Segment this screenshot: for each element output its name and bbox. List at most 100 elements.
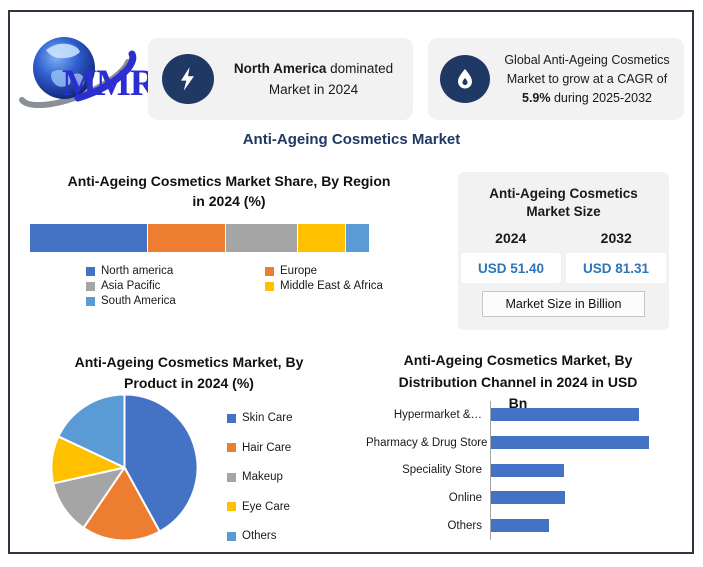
bar-track bbox=[490, 519, 688, 533]
legend-swatch-icon bbox=[265, 266, 274, 276]
bar-others bbox=[491, 519, 550, 533]
legend-item-south-america: South America bbox=[86, 294, 265, 308]
bar-track bbox=[490, 436, 688, 450]
legend-label: South America bbox=[101, 295, 176, 307]
distribution-title-line2: Distribution Channel in 2024 in USD bbox=[398, 373, 638, 390]
bar-online bbox=[491, 491, 566, 505]
region-stacked-bar bbox=[30, 224, 369, 252]
cagr-card-text: Global Anti-Ageing Cosmetics Market to g… bbox=[490, 51, 684, 108]
legend-label: Middle East & Africa bbox=[280, 280, 383, 292]
bar-speciality-store bbox=[491, 463, 565, 477]
legend-swatch-icon bbox=[86, 281, 95, 291]
legend-item-skin-care: Skin Care bbox=[227, 411, 293, 425]
product-title-line1: Anti-Ageing Cosmetics Market, By bbox=[74, 354, 304, 370]
legend-item-eye-care: Eye Care bbox=[227, 500, 293, 514]
legend-item-makeup: Makeup bbox=[227, 470, 293, 484]
legend-item-hair-care: Hair Care bbox=[227, 441, 293, 455]
bar-category-label: Online bbox=[448, 491, 482, 504]
legend-label: North america bbox=[101, 265, 174, 277]
bar-segment-south-america bbox=[345, 224, 369, 252]
distribution-row-others: Others bbox=[366, 512, 688, 540]
pie-slice-others bbox=[57, 393, 126, 469]
market-size-title-line2: Market Size bbox=[526, 204, 601, 219]
bar-track bbox=[490, 408, 688, 422]
legend-swatch-icon bbox=[227, 502, 236, 511]
market-size-title-line1: Anti-Ageing Cosmetics bbox=[489, 186, 638, 201]
legend-swatch-icon bbox=[227, 531, 236, 541]
product-title-line2: Product in 2024 (%) bbox=[124, 375, 254, 391]
market-size-unit-note: Market Size in Billion bbox=[482, 291, 645, 317]
bar-category-label: Speciality Store bbox=[402, 464, 482, 477]
distribution-row-hypermarket: Hypermarket &… bbox=[366, 401, 688, 429]
legend-item-middle-east-africa: Middle East & Africa bbox=[265, 279, 416, 293]
highlight-bold: North America bbox=[233, 61, 327, 76]
logo-text: MMR bbox=[62, 63, 157, 104]
cagr-line3-rest: during 2025-2032 bbox=[550, 90, 652, 105]
logo: MMR bbox=[16, 28, 157, 116]
bar-segment-middle-east-africa bbox=[297, 224, 345, 252]
region-legend: North america Europe Asia Pacific Middle Ea… bbox=[86, 264, 416, 308]
distribution-row-pharmacy-drug-store: Pharmacy & Drug Store bbox=[366, 429, 688, 457]
legend-swatch-icon bbox=[86, 296, 95, 306]
legend-swatch-icon bbox=[86, 266, 95, 276]
product-pie-chart bbox=[48, 391, 201, 544]
flame-icon bbox=[440, 55, 490, 103]
year-2032-label: 2032 bbox=[600, 230, 632, 246]
market-size-title: Anti-Ageing Cosmetics Market Size bbox=[458, 172, 669, 221]
legend-swatch-icon bbox=[227, 443, 236, 452]
distribution-row-online: Online bbox=[366, 484, 688, 512]
page-title: Anti-Ageing Cosmetics Market bbox=[242, 131, 461, 148]
legend-swatch-icon bbox=[227, 472, 236, 482]
pie-slice-hair-care bbox=[82, 466, 161, 542]
region-title-line2: in 2024 (%) bbox=[192, 192, 266, 209]
product-legend: Skin Care Hair Care Makeup Eye Care Others bbox=[227, 411, 293, 559]
legend-label: Europe bbox=[280, 265, 318, 277]
product-chart-title: Anti-Ageing Cosmetics Market, By Product… bbox=[38, 352, 340, 394]
year-2024-label: 2024 bbox=[495, 230, 527, 246]
bar-segment-north-america bbox=[30, 224, 148, 252]
market-size-value-2024: USD 51.40 bbox=[461, 253, 561, 283]
bar-segment-asia-pacific bbox=[226, 224, 297, 252]
highlight-line2: Market in 2024 bbox=[268, 82, 359, 97]
lightning-icon bbox=[162, 54, 214, 104]
legend-label: Eye Care bbox=[242, 500, 290, 513]
legend-label: Skin Care bbox=[242, 412, 293, 424]
bar-category-label: Pharmacy & Drug Store bbox=[366, 436, 488, 449]
bar-hypermarket bbox=[491, 408, 640, 422]
legend-item-others: Others bbox=[227, 529, 293, 543]
cagr-line1: Global Anti-Ageing Cosmetics bbox=[504, 52, 670, 67]
market-size-value-2032: USD 81.31 bbox=[566, 253, 666, 283]
legend-item-north-america: North america bbox=[86, 264, 265, 278]
legend-item-asia-pacific: Asia Pacific bbox=[86, 279, 265, 293]
bar-category-label: Others bbox=[447, 519, 482, 532]
distribution-title-line3: Bn bbox=[508, 395, 528, 411]
legend-item-europe: Europe bbox=[265, 264, 416, 278]
legend-label: Others bbox=[242, 530, 277, 542]
distribution-chart-title: Anti-Ageing Cosmetics Market, By Distrib… bbox=[366, 350, 670, 415]
legend-label: Asia Pacific bbox=[101, 280, 161, 292]
market-size-years: 2024 2032 bbox=[458, 230, 669, 246]
market-size-values: USD 51.40 USD 81.31 bbox=[458, 253, 669, 283]
bar-segment-europe bbox=[148, 224, 226, 252]
globe-icon bbox=[19, 37, 137, 109]
distribution-row-speciality-store: Speciality Store bbox=[366, 456, 688, 484]
region-title-line1: Anti-Ageing Cosmetics Market Share, By R… bbox=[67, 173, 391, 189]
legend-swatch-icon bbox=[265, 281, 274, 291]
bar-track bbox=[490, 491, 688, 505]
cagr-line2: Market to grow at a CAGR of bbox=[506, 71, 668, 86]
region-chart-title: Anti-Ageing Cosmetics Market Share, By R… bbox=[30, 172, 428, 211]
cagr-value: 5.9% bbox=[522, 90, 551, 105]
pie-slice-skin-care bbox=[123, 393, 199, 533]
bar-category-label: Hypermarket &… bbox=[393, 408, 482, 421]
highlight-card-text: North America dominated Market in 2024 bbox=[214, 58, 413, 100]
legend-swatch-icon bbox=[227, 413, 236, 423]
legend-label: Makeup bbox=[242, 471, 283, 483]
legend-label: Hair Care bbox=[242, 441, 292, 454]
market-size-panel: Anti-Ageing Cosmetics Market Size 2024 2… bbox=[458, 172, 669, 330]
bar-track bbox=[490, 463, 688, 477]
highlight-rest: dominated bbox=[326, 61, 394, 76]
distribution-bar-chart: Hypermarket &… Pharmacy & Drug Store Speci… bbox=[366, 401, 688, 540]
distribution-title-line1: Anti-Ageing Cosmetics Market, By bbox=[403, 352, 633, 368]
highlight-card-cagr: Global Anti-Ageing Cosmetics Market to g… bbox=[428, 38, 684, 120]
distribution-axis-line bbox=[490, 401, 491, 540]
